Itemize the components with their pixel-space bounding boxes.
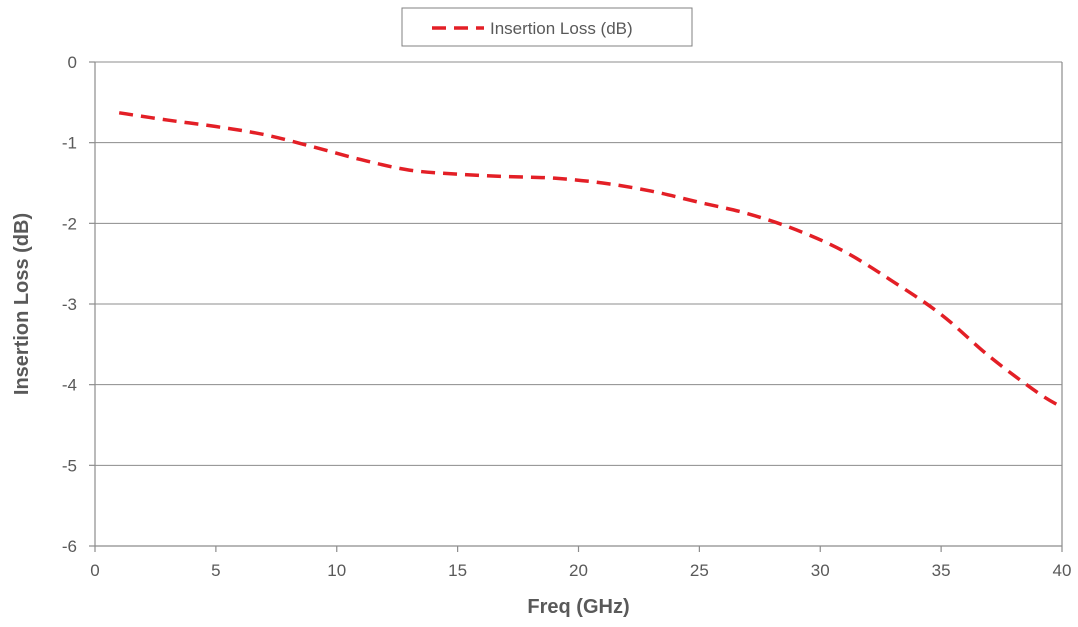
- x-tick-label: 30: [811, 561, 830, 580]
- x-tick-label: 10: [327, 561, 346, 580]
- y-tick-label: -5: [62, 456, 77, 475]
- series-line-insertion-loss: [118, 111, 1063, 409]
- x-tick-label: 20: [569, 561, 588, 580]
- x-tick-label: 40: [1053, 561, 1072, 580]
- x-tick-label: 0: [90, 561, 99, 580]
- x-tick-label: 5: [211, 561, 220, 580]
- y-tick-labels: 0 -1 -2 -3 -4 -5 -6: [62, 53, 77, 556]
- legend-label: Insertion Loss (dB): [490, 19, 633, 38]
- y-tick-label: -4: [62, 376, 77, 395]
- x-tick-label: 35: [932, 561, 951, 580]
- x-axis-title: Freq (GHz): [527, 596, 629, 618]
- x-tick-label: 15: [448, 561, 467, 580]
- y-tick-label: -2: [62, 214, 77, 233]
- gridlines: [95, 61, 1062, 466]
- legend-box: [401, 7, 693, 47]
- x-tick-label: 25: [690, 561, 709, 580]
- x-tick-labels: 0 5 10 15 20 25 30 35 40: [90, 561, 1071, 580]
- y-tick-label: 0: [68, 53, 77, 72]
- y-tick-label: -6: [62, 537, 77, 556]
- y-tick-label: -1: [62, 134, 77, 153]
- y-tick-label: -3: [62, 295, 77, 314]
- legend: Insertion Loss (dB): [401, 7, 693, 47]
- y-axis-title: Insertion Loss (dB): [11, 213, 33, 395]
- axes: [89, 61, 1063, 552]
